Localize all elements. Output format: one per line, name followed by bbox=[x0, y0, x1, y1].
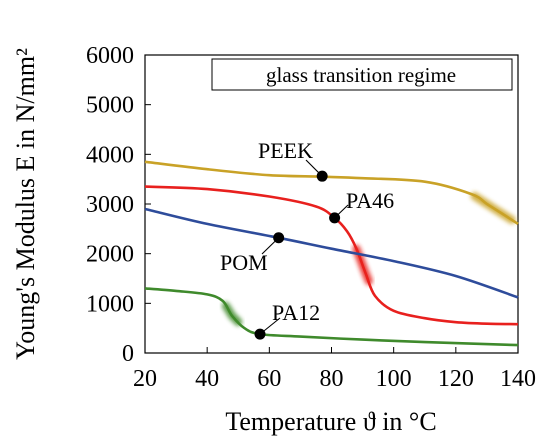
y-tick-label: 3000 bbox=[86, 192, 134, 218]
x-tick-label: 100 bbox=[376, 366, 412, 392]
series-label-pa46: PA46 bbox=[346, 188, 394, 213]
series-label-peek: PEEK bbox=[258, 138, 313, 163]
y-axis-title: Young's Modulus E in N/mm² bbox=[11, 48, 40, 360]
x-tick-label: 40 bbox=[195, 366, 219, 392]
legend: glass transition regime bbox=[211, 58, 513, 91]
leader-line-peek bbox=[305, 159, 323, 177]
x-tick-label: 120 bbox=[438, 366, 474, 392]
x-tick-label: 140 bbox=[500, 366, 536, 392]
y-tick-label: 4000 bbox=[86, 142, 134, 168]
transition-marker-peek bbox=[470, 192, 516, 224]
legend-box bbox=[211, 58, 513, 91]
legend-label: glass transition regime bbox=[266, 63, 456, 87]
y-axis-ticks: 0 1000 2000 3000 4000 5000 6000 bbox=[86, 43, 151, 367]
y-tick-label: 5000 bbox=[86, 93, 134, 119]
series-layer bbox=[144, 160, 519, 347]
y-tick-label: 1000 bbox=[86, 291, 134, 317]
y-tick-label: 0 bbox=[122, 341, 134, 367]
transition-marker-pa12 bbox=[221, 301, 243, 326]
leader-line-pa12 bbox=[259, 317, 281, 335]
x-tick-label: 80 bbox=[320, 366, 344, 392]
plot-area bbox=[144, 54, 519, 354]
series-line-pom bbox=[144, 207, 519, 299]
series-label-pa12: PA12 bbox=[272, 300, 320, 325]
x-tick-label: 60 bbox=[257, 366, 281, 392]
leader-line-pom bbox=[261, 237, 280, 255]
leader-line-pa46 bbox=[334, 204, 349, 219]
y-tick-label: 6000 bbox=[86, 43, 134, 69]
x-axis-ticks: 20 40 60 80 100 120 140 bbox=[133, 347, 536, 392]
series-line-pa12 bbox=[144, 287, 519, 347]
series-label-pom: POM bbox=[220, 250, 268, 275]
x-tick-label: 20 bbox=[133, 366, 157, 392]
y-tick-label: 2000 bbox=[86, 242, 134, 268]
x-axis-title: Temperature ϑ in °C bbox=[225, 407, 436, 436]
